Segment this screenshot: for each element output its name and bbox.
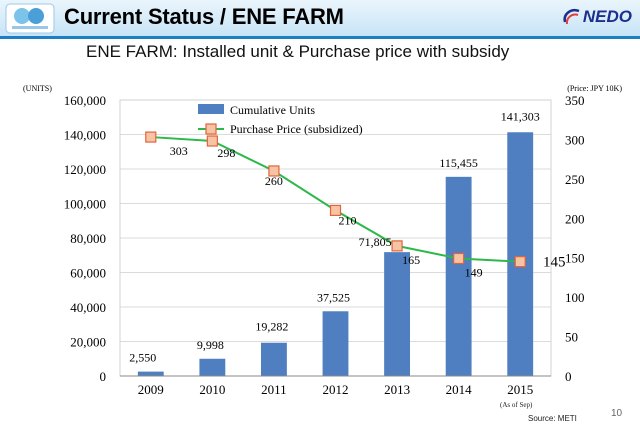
bar-value-label: 37,525 xyxy=(317,290,350,304)
x-tick-label: 2012 xyxy=(323,382,349,397)
price-value-label: 149 xyxy=(465,266,483,280)
bar-cumulative-units xyxy=(445,176,472,376)
price-value-label: 145 xyxy=(543,255,566,271)
x-tick-label: 2011 xyxy=(261,382,287,397)
price-marker xyxy=(453,252,465,265)
price-marker xyxy=(206,135,218,147)
as-of-note: (As of Sep) xyxy=(500,401,533,409)
bar-cumulative-units xyxy=(384,252,411,376)
x-tick-label: 2014 xyxy=(446,382,473,397)
y-left-tick-label: 0 xyxy=(100,369,107,384)
price-marker xyxy=(145,131,157,143)
price-marker xyxy=(391,240,403,252)
bar-value-label: 115,455 xyxy=(439,156,478,170)
price-marker xyxy=(514,256,526,268)
nedo-logo-text: NEDO xyxy=(582,7,632,26)
y-right-tick-label: 250 xyxy=(565,172,585,187)
y-left-tick-label: 40,000 xyxy=(70,300,106,315)
y-left-tick-label: 20,000 xyxy=(70,335,106,350)
legend-line-marker xyxy=(205,123,217,135)
y-left-tick-label: 120,000 xyxy=(64,162,106,177)
x-tick-label: 2015 xyxy=(507,382,533,397)
price-value-label: 298 xyxy=(217,146,235,160)
price-value-label: 260 xyxy=(265,174,283,188)
legend-line-label: Purchase Price (subsidized) xyxy=(230,122,363,136)
bar-cumulative-units xyxy=(260,342,287,376)
nedo-swoosh-icon xyxy=(563,9,580,25)
price-marker xyxy=(268,165,280,177)
source-note: Source: METI xyxy=(528,414,577,423)
y-left-tick-label: 160,000 xyxy=(64,93,106,108)
legend-bar-swatch xyxy=(198,104,224,114)
y-right-axis-title: (Price: JPY 10K) xyxy=(567,84,622,93)
y-left-tick-label: 60,000 xyxy=(70,266,106,281)
bar-value-label: 71,805 xyxy=(359,235,392,249)
header-divider xyxy=(0,36,640,39)
y-right-tick-label: 200 xyxy=(565,211,585,226)
chart-subtitle: ENE FARM: Installed unit & Purchase pric… xyxy=(86,42,510,61)
price-marker xyxy=(329,204,342,216)
y-right-tick-label: 350 xyxy=(565,93,585,108)
y-left-tick-label: 140,000 xyxy=(64,128,106,143)
page-title: Current Status / ENE FARM xyxy=(64,4,344,29)
y-right-tick-label: 0 xyxy=(565,369,572,384)
y-right-tick-label: 300 xyxy=(565,132,585,147)
bar-cumulative-units xyxy=(507,132,534,376)
bar-value-label: 141,303 xyxy=(501,109,540,123)
price-value-label: 303 xyxy=(170,144,188,158)
y-right-tick-label: 100 xyxy=(565,290,585,305)
bar-value-label: 19,282 xyxy=(255,320,288,334)
price-value-label: 165 xyxy=(402,253,420,267)
y-left-tick-label: 100,000 xyxy=(64,197,106,212)
y-right-tick-label: 150 xyxy=(565,251,585,266)
header-bar: Current Status / ENE FARM NEDO xyxy=(0,0,640,36)
fuel-cell-logo-icon xyxy=(5,3,55,34)
bar-cumulative-units xyxy=(322,311,349,376)
bar-value-label: 9,998 xyxy=(197,338,224,352)
bar-cumulative-units xyxy=(199,358,226,376)
x-tick-label: 2013 xyxy=(384,382,410,397)
y-left-axis-title: (UNITS) xyxy=(23,84,52,93)
x-tick-label: 2010 xyxy=(199,382,225,397)
bar-cumulative-units xyxy=(137,371,164,376)
nedo-logo: NEDO xyxy=(561,4,632,30)
price-value-label: 210 xyxy=(339,213,357,227)
page-number: 10 xyxy=(611,408,623,419)
bar-value-label: 2,550 xyxy=(129,351,156,365)
legend-bar-label: Cumulative Units xyxy=(230,103,315,117)
y-right-tick-label: 50 xyxy=(565,330,578,345)
y-left-tick-label: 80,000 xyxy=(70,231,106,246)
x-tick-label: 2009 xyxy=(138,382,164,397)
